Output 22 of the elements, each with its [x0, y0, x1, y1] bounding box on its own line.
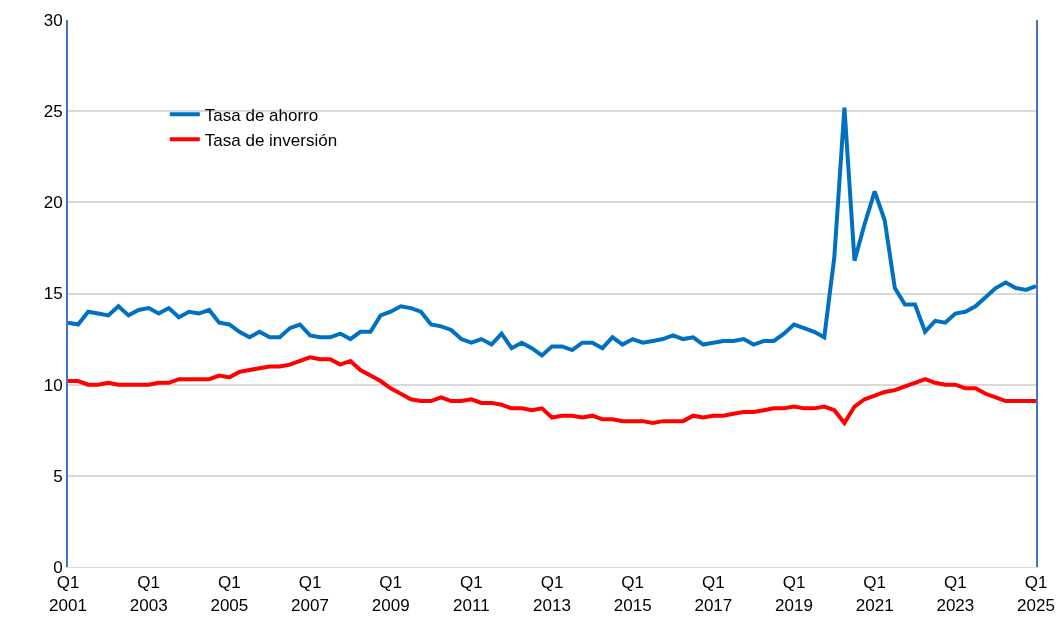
- x-tick-label: Q1 2003: [129, 573, 168, 615]
- x-tick-label: Q1 2017: [694, 573, 733, 615]
- y-tick-label: 10: [43, 375, 63, 395]
- x-tick-label: Q1 2025: [1017, 573, 1055, 615]
- x-tick-label: Q1 2013: [533, 573, 571, 615]
- x-tick-label: Q1 2019: [775, 573, 813, 615]
- x-tick-label: Q1 2021: [855, 573, 894, 615]
- legend-label: Tasa de inversión: [204, 130, 338, 150]
- legend-label: Tasa de ahorro: [204, 105, 319, 125]
- line-series: [68, 105, 1036, 358]
- x-tick-label: Q1 2015: [613, 573, 652, 615]
- line-series: [68, 355, 1036, 425]
- x-tick-label: Q1 2011: [453, 573, 490, 615]
- x-tick-label: Q1 2007: [291, 573, 329, 615]
- y-tick-label: 30: [43, 10, 63, 30]
- x-tick-label: Q1 2009: [371, 573, 410, 615]
- y-tick-label: 20: [43, 193, 63, 213]
- y-tick-label: 25: [43, 102, 63, 122]
- x-tick-label: Q1 2005: [210, 573, 249, 615]
- x-tick-label: Q1 2023: [936, 573, 975, 615]
- y-tick-label: 5: [53, 466, 63, 486]
- y-tick-label: 15: [43, 284, 63, 304]
